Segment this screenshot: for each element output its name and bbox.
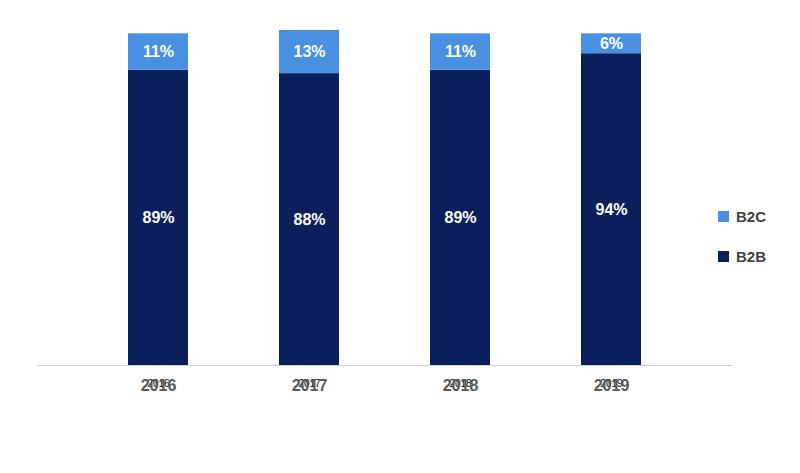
svg-text:6%: 6% [600,35,623,52]
svg-text:88%: 88% [293,211,325,228]
html-text:B2C: B2C [736,207,766,225]
svg-text:2016: 2016 [141,377,177,394]
svg-text:11%: 11% [445,43,476,60]
svg-text:13%: 13% [293,43,325,60]
svg-text:11%: 11% [143,43,174,60]
svg-text:2019: 2019 [594,377,630,394]
html-text:B2B: B2B [736,247,766,265]
svg-text:89%: 89% [444,209,476,226]
svg-text:2017: 2017 [292,377,328,394]
svg-text:2018: 2018 [443,377,479,394]
svg-text:89%: 89% [142,209,174,226]
svg-text:94%: 94% [595,201,627,218]
